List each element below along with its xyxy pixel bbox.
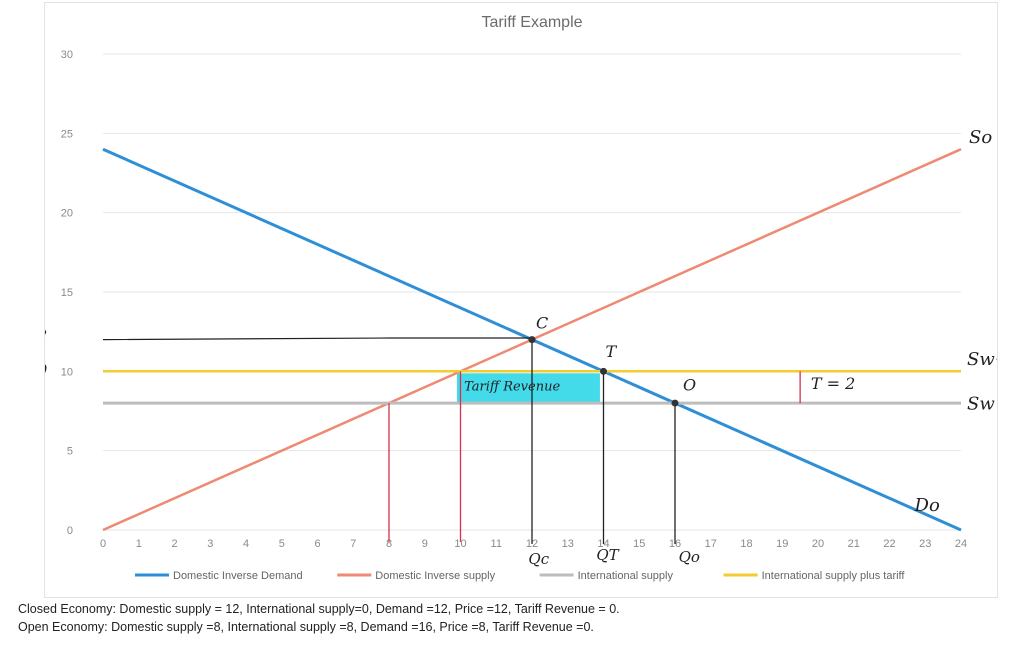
x-tick-label: 1 [136,538,142,550]
chart-area: Tariff Example 0 5 10 15 20 25 30 0 1 2 3 4 5 6 7 8 9 10 11… [44,2,998,598]
open-economy-caption: Open Economy: Domestic supply =8, Intern… [18,620,594,634]
supply-curve-label: So [969,127,992,148]
y-tick-label: 15 [61,287,73,299]
world-supply-label: Sw [967,393,995,414]
x-tick-label: 23 [919,538,931,550]
x-tick-label: 4 [243,538,249,550]
x-tick-label: 13 [562,538,574,550]
equilibrium-point [528,336,536,344]
x-tick-label: 10 [454,538,466,550]
x-tick-label: 6 [314,538,320,550]
x-tick-label: 22 [883,538,895,550]
tariff-amount-label: T = 2 [811,374,855,393]
equilibrium-point [671,399,679,407]
x-tick-label: 19 [776,538,788,550]
demand-curve-label: Do [914,495,940,516]
legend-entry: International supply plus tariff [762,570,906,582]
legend-entry: International supply [578,570,674,582]
x-tick-label: 5 [279,538,285,550]
x-tick-label: 2 [171,538,177,550]
tariff-point-label: T [606,342,618,361]
legend-entry: Domestic Inverse Demand [173,570,303,582]
closed-point-label: C [536,313,548,332]
legend-entry: Domestic Inverse supply [375,570,495,582]
x-tick-label: 0 [100,538,106,550]
qt-label: QT [596,546,619,564]
x-tick-label: 15 [633,538,645,550]
x-tick-label: 18 [740,538,752,550]
y-tick-label: 20 [61,208,73,220]
x-tick-label: 24 [955,538,967,550]
x-tick-label: 11 [491,538,502,550]
price-value-label: 10 [45,361,47,380]
qo-label: Qo [679,548,700,566]
x-tick-label: 7 [350,538,356,550]
y-tick-label: 10 [61,366,73,378]
y-tick-label: 0 [67,525,73,537]
world-supply-tariff-label: Sw+T [967,349,997,370]
x-tick-label: 9 [422,538,428,550]
tariff-revenue-area [456,373,600,404]
y-tick-label: 5 [67,446,73,458]
x-tick-label: 8 [386,538,392,550]
y-tick-label: 30 [61,49,73,61]
closed-economy-caption: Closed Economy: Domestic supply = 12, In… [18,602,620,616]
x-tick-label: 21 [848,538,860,550]
x-tick-label: 20 [812,538,824,550]
qc-label: Qc [528,550,549,568]
price-guide-line [102,337,532,341]
chart-title: Tariff Example [481,14,582,31]
x-tick-label: 17 [705,538,717,550]
tariff-revenue-label: Tariff Revenue [464,379,560,394]
price-value-label: 12 [45,326,47,345]
open-point-label: O [683,375,696,394]
x-tick-label: 3 [207,538,213,550]
y-tick-label: 25 [61,128,73,140]
equilibrium-point [600,367,607,375]
